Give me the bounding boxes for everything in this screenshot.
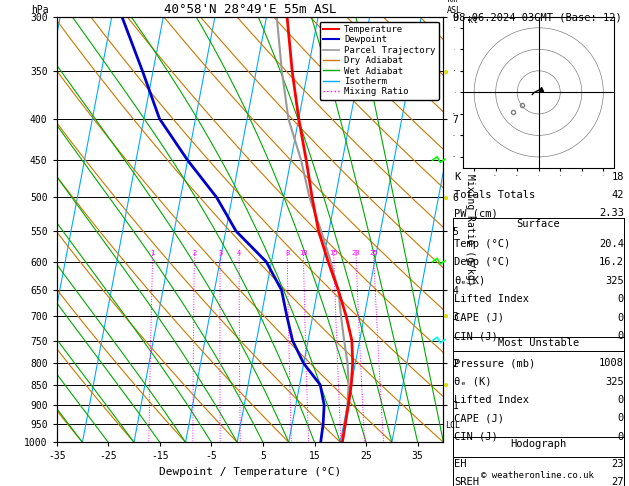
Text: θₑ (K): θₑ (K) [454, 377, 492, 386]
Text: Temp (°C): Temp (°C) [454, 239, 510, 249]
Text: ●: ● [445, 69, 448, 74]
Text: Lifted Index: Lifted Index [454, 295, 529, 304]
Text: 08.06.2024 03GMT (Base: 12): 08.06.2024 03GMT (Base: 12) [454, 12, 622, 22]
Text: 325: 325 [605, 377, 624, 386]
Text: 10: 10 [299, 250, 308, 256]
Text: 0: 0 [618, 295, 624, 304]
Text: ●: ● [445, 382, 448, 388]
Text: LCL: LCL [445, 421, 460, 431]
Text: Dewp (°C): Dewp (°C) [454, 258, 510, 267]
Text: 18: 18 [611, 172, 624, 182]
Text: CAPE (J): CAPE (J) [454, 414, 504, 423]
Text: ●: ● [445, 194, 448, 200]
Text: 2.33: 2.33 [599, 208, 624, 219]
Y-axis label: Mixing Ratio (g/kg): Mixing Ratio (g/kg) [465, 174, 475, 285]
Text: 0: 0 [618, 432, 624, 442]
Text: km
ASL: km ASL [447, 0, 462, 15]
Text: θₑ(K): θₑ(K) [454, 276, 486, 286]
Text: 20.4: 20.4 [599, 239, 624, 249]
Text: 3: 3 [218, 250, 222, 256]
Text: 8: 8 [285, 250, 289, 256]
Text: © weatheronline.co.uk: © weatheronline.co.uk [481, 471, 594, 480]
Text: 4: 4 [237, 250, 242, 256]
Legend: Temperature, Dewpoint, Parcel Trajectory, Dry Adiabat, Wet Adiabat, Isotherm, Mi: Temperature, Dewpoint, Parcel Trajectory… [320, 21, 439, 100]
Text: 0: 0 [618, 331, 624, 341]
Text: 25: 25 [369, 250, 378, 256]
Text: hPa: hPa [31, 5, 49, 15]
Text: 0: 0 [618, 395, 624, 405]
Title: 40°58'N 28°49'E 55m ASL: 40°58'N 28°49'E 55m ASL [164, 3, 337, 16]
Text: 1008: 1008 [599, 358, 624, 368]
Text: Most Unstable: Most Unstable [498, 338, 579, 348]
Text: CIN (J): CIN (J) [454, 432, 498, 442]
Text: 0: 0 [618, 414, 624, 423]
Text: CAPE (J): CAPE (J) [454, 313, 504, 323]
Text: SREH: SREH [454, 477, 479, 486]
Text: Totals Totals: Totals Totals [454, 190, 535, 200]
Text: 23: 23 [611, 459, 624, 469]
X-axis label: Dewpoint / Temperature (°C): Dewpoint / Temperature (°C) [159, 467, 341, 477]
Text: 2: 2 [192, 250, 196, 256]
Text: PW (cm): PW (cm) [454, 208, 498, 219]
Text: EH: EH [454, 459, 467, 469]
Text: 27: 27 [611, 477, 624, 486]
Text: Surface: Surface [516, 219, 560, 229]
Text: Pressure (mb): Pressure (mb) [454, 358, 535, 368]
Text: 1: 1 [150, 250, 155, 256]
Text: K: K [454, 172, 460, 182]
Text: 16.2: 16.2 [599, 258, 624, 267]
Text: 42: 42 [611, 190, 624, 200]
Text: CIN (J): CIN (J) [454, 331, 498, 341]
Text: 0: 0 [618, 313, 624, 323]
Text: Hodograph: Hodograph [510, 439, 567, 449]
Text: 15: 15 [330, 250, 338, 256]
Text: Lifted Index: Lifted Index [454, 395, 529, 405]
Text: kt: kt [468, 17, 477, 25]
Text: 20: 20 [352, 250, 360, 256]
Text: ●: ● [445, 313, 448, 319]
Text: 325: 325 [605, 276, 624, 286]
